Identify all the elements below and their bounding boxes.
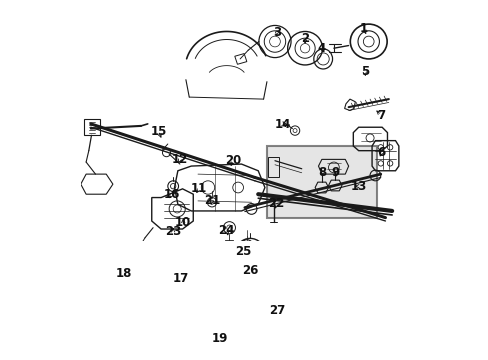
Text: 21: 21 xyxy=(203,194,220,207)
Text: 1: 1 xyxy=(359,22,366,35)
Text: 11: 11 xyxy=(191,183,207,195)
Text: 13: 13 xyxy=(350,180,366,193)
Text: 10: 10 xyxy=(175,216,191,229)
FancyBboxPatch shape xyxy=(266,146,376,218)
Text: 9: 9 xyxy=(331,166,339,179)
Text: 24: 24 xyxy=(218,224,234,237)
Text: 2: 2 xyxy=(301,32,308,45)
Text: 6: 6 xyxy=(377,146,385,159)
Text: 15: 15 xyxy=(150,125,166,138)
Text: 20: 20 xyxy=(225,154,241,167)
Text: 4: 4 xyxy=(317,42,325,55)
Text: 16: 16 xyxy=(163,188,180,201)
Text: 7: 7 xyxy=(377,109,385,122)
Text: 19: 19 xyxy=(211,332,227,345)
Text: 25: 25 xyxy=(234,245,250,258)
Text: 27: 27 xyxy=(268,304,285,317)
Text: 17: 17 xyxy=(173,272,189,285)
Text: 14: 14 xyxy=(274,118,290,131)
Text: 22: 22 xyxy=(267,197,284,210)
Text: 5: 5 xyxy=(360,65,368,78)
Text: 23: 23 xyxy=(165,225,181,238)
Text: 3: 3 xyxy=(272,26,281,39)
Text: 18: 18 xyxy=(116,267,132,280)
Text: 8: 8 xyxy=(318,166,326,179)
Text: 12: 12 xyxy=(171,153,187,166)
Text: 26: 26 xyxy=(242,264,258,277)
